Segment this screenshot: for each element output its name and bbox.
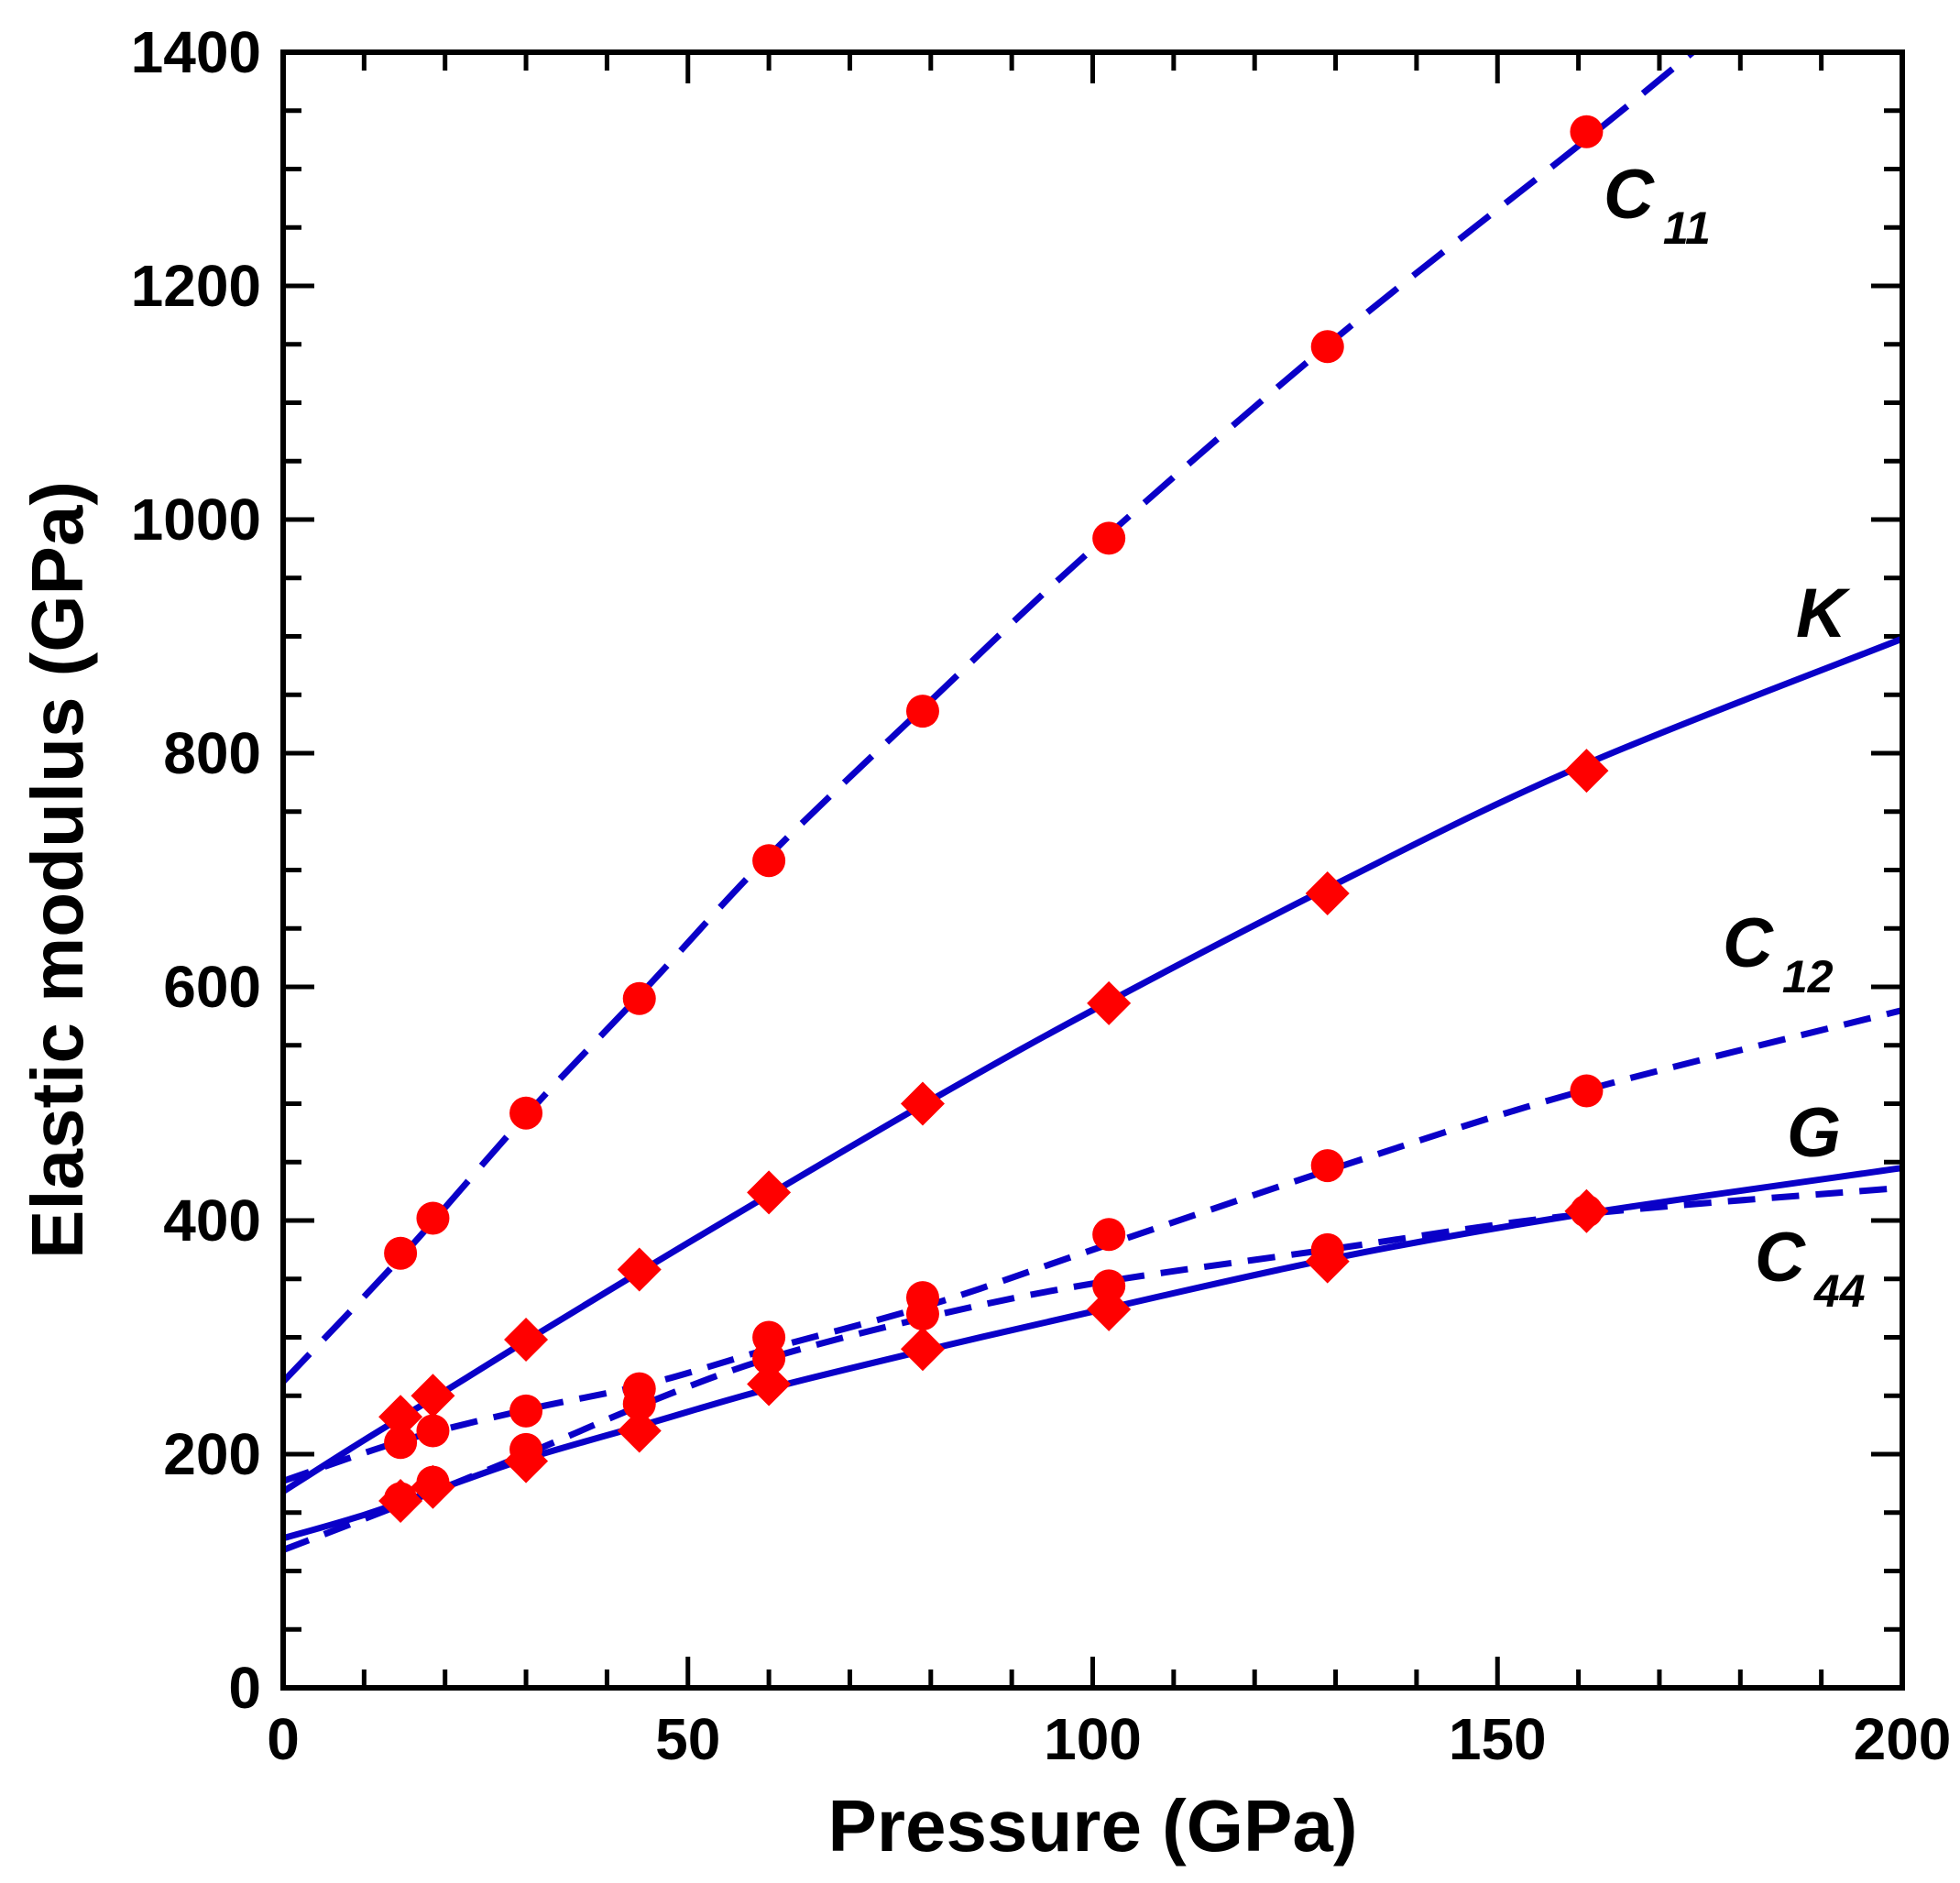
y-tick-label: 800 (163, 720, 261, 786)
y-tick-label: 600 (163, 954, 261, 1020)
series-label-sub: 44 (1813, 1265, 1866, 1317)
point-k (411, 1374, 455, 1418)
series-label-k: K (1796, 575, 1851, 652)
point-c12 (1570, 1074, 1604, 1108)
series-label-sub: 12 (1782, 951, 1834, 1002)
point-c12 (1310, 1149, 1344, 1183)
series-label-sub: 11 (1663, 203, 1711, 254)
point-g (900, 1327, 945, 1372)
series-label-g: G (1787, 1094, 1841, 1172)
point-g (617, 1408, 662, 1453)
x-tick-label: 200 (1854, 1706, 1952, 1772)
y-tick-label: 200 (163, 1421, 261, 1487)
point-c11 (905, 695, 939, 728)
data-points-layer (378, 115, 1609, 1523)
point-k (617, 1247, 662, 1292)
y-axis-title: Elastic modulus (GPa) (16, 481, 98, 1259)
point-k (1087, 980, 1132, 1025)
point-c11 (416, 1201, 450, 1235)
x-tick-label: 150 (1449, 1706, 1547, 1772)
point-c44 (622, 1387, 656, 1421)
x-tick-label: 0 (267, 1706, 300, 1772)
fit-line-c11 (283, 52, 1698, 1385)
point-c44 (1092, 1269, 1126, 1303)
point-g (1087, 1286, 1132, 1331)
y-tick-label: 1000 (131, 487, 261, 553)
point-g (747, 1362, 792, 1407)
point-c12 (384, 1426, 418, 1460)
point-c11 (622, 981, 656, 1015)
point-c44 (384, 1482, 418, 1516)
x-axis-title: Pressure (GPa) (827, 1785, 1357, 1867)
point-c44 (1310, 1232, 1344, 1266)
series-labels-layer: C 11 K C 12 G C 44 (1604, 156, 1866, 1317)
point-k (1564, 749, 1609, 794)
point-c11 (1310, 330, 1344, 364)
point-c12 (1092, 1218, 1126, 1252)
plot-frame (280, 49, 1905, 1691)
point-k (504, 1318, 549, 1363)
series-label-c44: C 44 (1755, 1219, 1866, 1317)
ticks-layer (280, 49, 1905, 1691)
y-tick-label: 0 (228, 1655, 261, 1721)
point-k (900, 1081, 945, 1126)
point-c11 (1092, 521, 1126, 555)
point-c44 (416, 1465, 450, 1499)
x-tick-label: 50 (655, 1706, 720, 1772)
point-c44 (905, 1297, 939, 1330)
point-c44 (509, 1432, 543, 1466)
point-c11 (384, 1236, 418, 1270)
series-label-c11: C 11 (1604, 156, 1711, 254)
fit-line-k (283, 635, 1902, 1494)
point-c12 (509, 1394, 543, 1428)
point-c11 (752, 844, 786, 878)
point-c44 (1570, 1194, 1604, 1228)
point-c11 (509, 1096, 543, 1130)
point-c44 (752, 1341, 786, 1375)
fit-line-c12 (283, 1007, 1902, 1484)
y-tick-label: 400 (163, 1188, 261, 1254)
y-tick-label: 1400 (131, 19, 261, 85)
point-c12 (416, 1414, 450, 1448)
series-label-c12: C 12 (1723, 904, 1834, 1002)
x-tick-label: 100 (1044, 1706, 1142, 1772)
point-k (1305, 871, 1350, 915)
tick-labels-layer: 0 50 100 150 200 0 200 400 600 800 1000 1200 1400 (131, 19, 1952, 1772)
fit-line-c44 (283, 1184, 1902, 1553)
point-k (747, 1170, 792, 1215)
point-c11 (1570, 115, 1604, 148)
y-tick-label: 1200 (131, 253, 261, 319)
point-k (378, 1395, 423, 1440)
